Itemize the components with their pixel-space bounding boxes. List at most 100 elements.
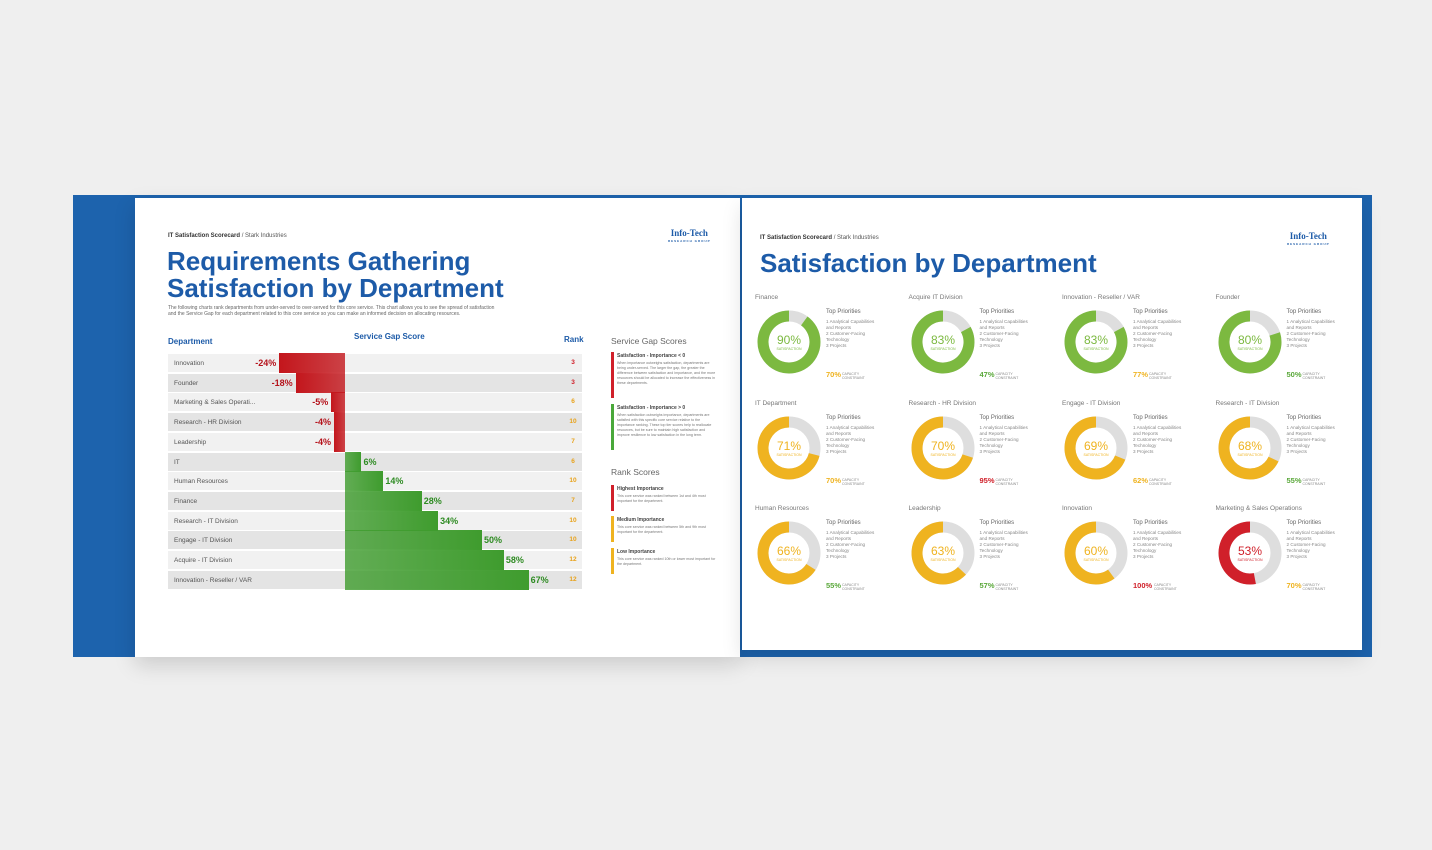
- capacity-value: 95%: [979, 475, 995, 485]
- priority: 2 Customer-Facing Technology: [1286, 331, 1326, 342]
- priorities-title: Top Priorities: [1133, 309, 1168, 315]
- priority: 1 Analytical Capabilities and Reports: [979, 319, 1028, 330]
- priority: 2 Customer-Facing Technology: [1133, 331, 1173, 342]
- capacity-text: Capacity Constraint: [842, 583, 865, 591]
- rank: 10: [569, 536, 577, 544]
- gap-bar: [345, 569, 529, 590]
- donut-arc: [757, 416, 820, 479]
- satisfaction-caption: Satisfaction: [930, 558, 955, 562]
- priority: 2 Customer-Facing Technology: [1133, 542, 1173, 553]
- company: Stark Industries: [245, 233, 287, 239]
- gap-label: -4%: [315, 417, 332, 428]
- capacity-value: 57%: [979, 581, 995, 590]
- satisfaction-caption: Satisfaction: [776, 558, 801, 562]
- priorities-title: Top Priorities: [1133, 520, 1168, 526]
- capacity-value: 62%: [1133, 475, 1149, 485]
- donut-arc: [911, 310, 974, 374]
- satisfaction-value: 83%: [930, 333, 954, 347]
- rank: 10: [569, 418, 577, 426]
- department: Finance: [174, 497, 198, 505]
- satisfaction-value: 71%: [777, 439, 801, 453]
- satisfaction-caption: Satisfaction: [1083, 558, 1108, 562]
- department: Human Resources: [174, 478, 228, 486]
- capacity-text: Capacity Constraint: [1302, 372, 1326, 380]
- priority: 3 Projects: [826, 448, 847, 454]
- row-background: [168, 373, 582, 392]
- card-department: Acquire IT Division: [908, 294, 963, 301]
- priority: 3 Projects: [826, 554, 847, 559]
- column-header: Department: [168, 337, 213, 346]
- satisfaction-caption: Satisfaction: [930, 347, 955, 351]
- gap-bar: [345, 471, 384, 492]
- priorities-title: Top Priorities: [979, 414, 1015, 421]
- donut-arc: [1218, 416, 1278, 479]
- satisfaction-value: 83%: [1084, 333, 1108, 347]
- capacity-value: 77%: [1133, 370, 1149, 379]
- priority: 2 Customer-Facing Technology: [1133, 436, 1173, 448]
- gap-bar: [345, 490, 422, 511]
- priority: 3 Projects: [826, 343, 847, 348]
- priorities-title: Top Priorities: [826, 309, 861, 315]
- rank: 6: [571, 398, 575, 406]
- satisfaction-value: 53%: [1237, 544, 1261, 558]
- priorities-title: Top Priorities: [1133, 414, 1168, 421]
- rank: 7: [571, 496, 575, 504]
- capacity-value: 70%: [826, 370, 842, 379]
- priority: 2 Customer-Facing Technology: [979, 436, 1019, 448]
- card-department: Founder: [1215, 294, 1240, 301]
- logo-sub: Research Group: [668, 239, 711, 243]
- legend-text: When satisfaction outweighs importance, …: [617, 413, 712, 437]
- capacity-value: 100%: [1133, 581, 1153, 590]
- row-background: [168, 432, 582, 451]
- capacity-text: Capacity Constraint: [995, 477, 1019, 486]
- legend-title: Rank Scores: [611, 467, 660, 477]
- priority: 1 Analytical Capabilities and Reports: [1133, 530, 1182, 541]
- row-background: [168, 413, 582, 432]
- gap-bar: [331, 392, 345, 413]
- donut-arc: [757, 521, 816, 585]
- department: IT: [174, 458, 180, 466]
- card-department: Marketing & Sales Operations: [1215, 505, 1302, 512]
- row-background: [168, 452, 582, 471]
- legend-label: Highest Importance: [617, 486, 664, 492]
- legend-bar: [611, 485, 614, 511]
- donut: 63%Satisfaction: [911, 521, 974, 585]
- capacity-text: Capacity Constraint: [1149, 477, 1172, 486]
- gap-label: 28%: [423, 495, 442, 506]
- card-department: Research - IT Division: [1215, 399, 1280, 407]
- gap-bar: [334, 412, 345, 433]
- satisfaction-caption: Satisfaction: [1237, 453, 1262, 457]
- donut-arc: [1218, 310, 1281, 374]
- legend-text: This core service was ranked 10th or low…: [617, 557, 716, 566]
- gap-label: 6%: [363, 456, 377, 467]
- donut: 70%Satisfaction: [911, 416, 974, 479]
- satisfaction-caption: Satisfaction: [1237, 347, 1262, 351]
- priority: 1 Analytical Capabilities and Reports: [1286, 424, 1335, 436]
- priority: 3 Projects: [1133, 554, 1154, 559]
- donut-arc: [1064, 310, 1128, 374]
- priority: 1 Analytical Capabilities and Reports: [1133, 319, 1182, 330]
- priority: 3 Projects: [1133, 343, 1154, 348]
- department: Acquire - IT Division: [174, 557, 233, 564]
- capacity-text: Capacity Constraint: [995, 583, 1019, 591]
- priority: 3 Projects: [979, 554, 1000, 559]
- satisfaction-value: 90%: [777, 333, 801, 347]
- donut: 53%Satisfaction: [1218, 521, 1281, 585]
- card-department: Research - HR Division: [908, 399, 977, 407]
- priorities-title: Top Priorities: [979, 520, 1015, 526]
- capacity-value: 70%: [826, 475, 842, 485]
- priority: 1 Analytical Capabilities and Reports: [1133, 424, 1182, 436]
- priority: 3 Projects: [979, 343, 1000, 348]
- logo-sub: Research Group: [1287, 242, 1330, 246]
- donut-arc: [1064, 521, 1115, 585]
- department: Leadership: [174, 438, 207, 446]
- column-header: Rank: [564, 335, 584, 344]
- capacity-value: 55%: [826, 581, 842, 590]
- capacity-text: Capacity Constraint: [1149, 372, 1172, 380]
- satisfaction-value: 70%: [930, 439, 954, 453]
- card-department: Innovation - Reseller / VAR: [1062, 294, 1140, 301]
- satisfaction-value: 60%: [1084, 544, 1108, 558]
- rank: 12: [569, 556, 577, 563]
- card-department: Leadership: [908, 505, 941, 512]
- donut: 83%Satisfaction: [911, 310, 974, 374]
